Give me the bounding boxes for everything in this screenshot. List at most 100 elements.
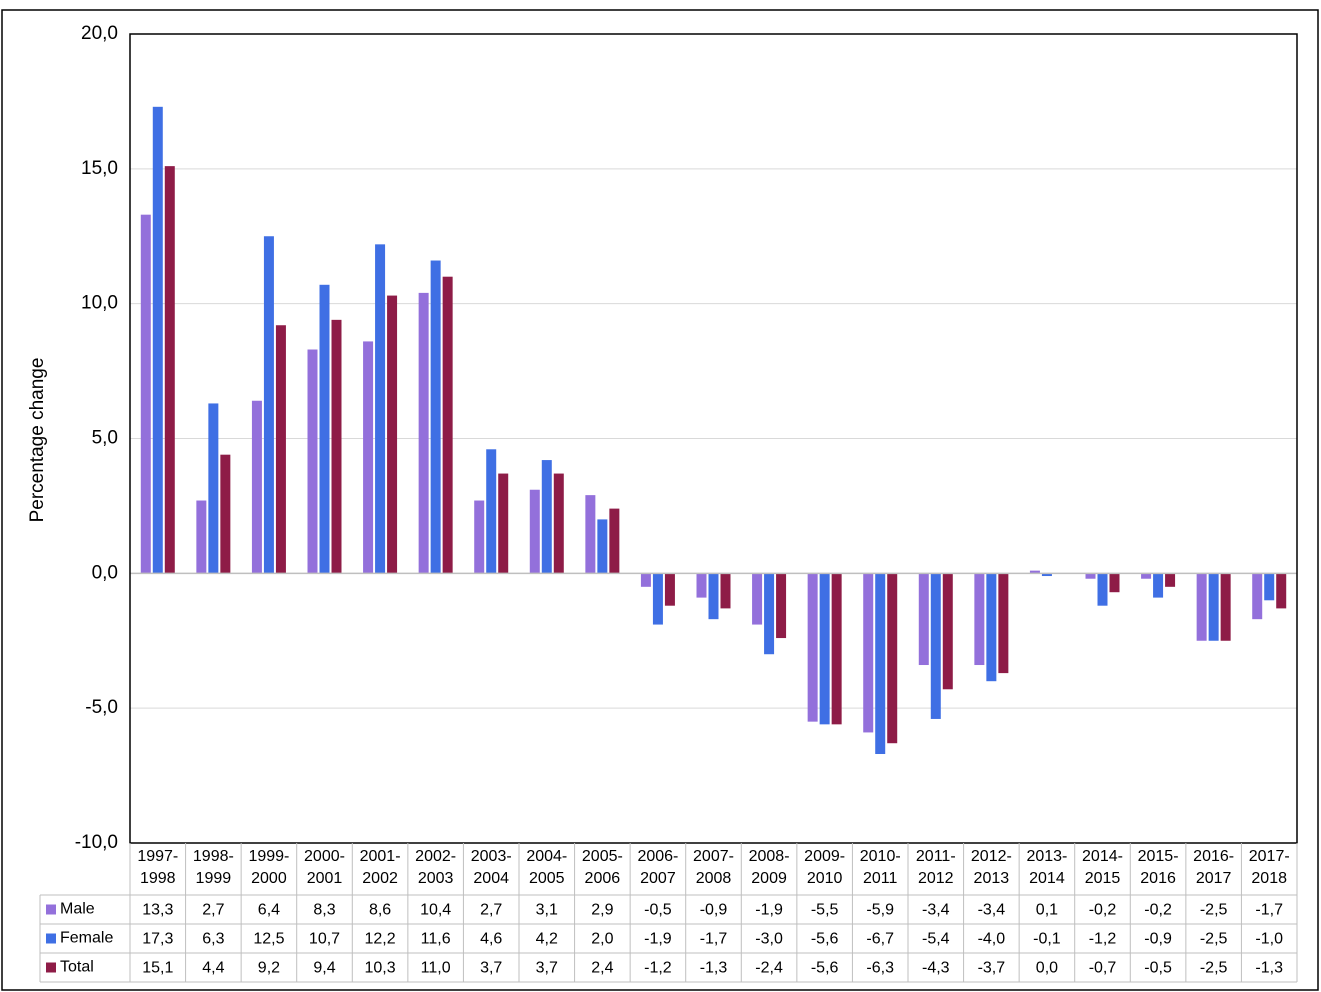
x-tick-label: 2008-2009 bbox=[749, 848, 790, 887]
table-value: 2,0 bbox=[591, 931, 613, 948]
bar bbox=[986, 573, 997, 682]
bar bbox=[474, 500, 485, 574]
x-tick-label: 1997-1998 bbox=[137, 848, 178, 887]
bar bbox=[208, 403, 219, 574]
bar bbox=[307, 349, 318, 574]
table-value: 8,3 bbox=[313, 902, 335, 919]
x-tick-label: 2014-2015 bbox=[1082, 848, 1123, 887]
bar bbox=[720, 573, 731, 609]
table-value: -5,6 bbox=[811, 960, 839, 977]
bar bbox=[974, 573, 985, 666]
bar bbox=[251, 400, 262, 574]
x-tick-label: 2006-2007 bbox=[637, 848, 678, 887]
table-value: 6,3 bbox=[202, 931, 224, 948]
bar bbox=[887, 573, 898, 744]
bar bbox=[152, 106, 163, 574]
table-value: -0,9 bbox=[700, 902, 728, 919]
bar bbox=[597, 519, 608, 574]
frame bbox=[1, 9, 1319, 991]
x-tick-label: 2000-2001 bbox=[304, 848, 345, 887]
table-value: -0,2 bbox=[1089, 902, 1117, 919]
y-axis-label: Percentage change bbox=[27, 358, 48, 523]
bar bbox=[918, 573, 929, 666]
table-value: 9,2 bbox=[258, 960, 280, 977]
bar bbox=[1208, 573, 1219, 641]
bar bbox=[652, 573, 663, 625]
bar bbox=[998, 573, 1009, 674]
x-tick-label: 2005-2006 bbox=[582, 848, 623, 887]
table-value: 8,6 bbox=[369, 902, 391, 919]
table-value: 4,2 bbox=[536, 931, 558, 948]
bar bbox=[664, 573, 675, 606]
table-value: 15,1 bbox=[142, 960, 173, 977]
bar bbox=[930, 573, 941, 719]
x-tick-label: 2011-2012 bbox=[916, 848, 956, 887]
bar bbox=[442, 276, 453, 574]
table-value: -5,4 bbox=[922, 931, 950, 948]
table-value: -3,4 bbox=[978, 902, 1006, 919]
table-value: 10,4 bbox=[420, 902, 451, 919]
bar bbox=[1165, 573, 1176, 587]
table-value: 4,4 bbox=[202, 960, 224, 977]
bar bbox=[1153, 573, 1164, 598]
table-value: -4,0 bbox=[978, 931, 1006, 948]
bar bbox=[418, 292, 429, 574]
bar bbox=[529, 489, 540, 574]
x-tick-label: 2012-2013 bbox=[971, 848, 1012, 887]
bar bbox=[319, 284, 330, 574]
bar bbox=[640, 573, 651, 587]
x-tick-label: 1999-2000 bbox=[248, 848, 289, 887]
table-value: 2,4 bbox=[591, 960, 613, 977]
x-tick-label: 2010-2011 bbox=[860, 848, 901, 887]
plot-border bbox=[129, 33, 1298, 844]
table-value: 0,1 bbox=[1036, 902, 1058, 919]
table-value: 2,7 bbox=[480, 902, 502, 919]
table-value: 13,3 bbox=[142, 902, 173, 919]
table-value: 3,7 bbox=[480, 960, 502, 977]
bar bbox=[363, 341, 374, 574]
bar bbox=[764, 573, 775, 655]
bar bbox=[1141, 573, 1152, 579]
table-value: 2,7 bbox=[202, 902, 224, 919]
table-value: -2,5 bbox=[1200, 960, 1228, 977]
table-value: -2,4 bbox=[755, 960, 783, 977]
bar bbox=[708, 573, 719, 620]
legend-swatch bbox=[46, 933, 56, 944]
bar bbox=[1097, 573, 1108, 606]
table-value: -0,1 bbox=[1033, 931, 1061, 948]
bar bbox=[875, 573, 886, 755]
legend-label: Female bbox=[60, 930, 113, 947]
table-value: 0,0 bbox=[1036, 960, 1058, 977]
table-value: 4,6 bbox=[480, 931, 502, 948]
table-value: -0,2 bbox=[1144, 902, 1172, 919]
y-tick-label: 5,0 bbox=[92, 428, 118, 449]
table-value: -5,6 bbox=[811, 931, 839, 948]
y-tick-label: 15,0 bbox=[81, 158, 118, 179]
table-value: -1,7 bbox=[1255, 902, 1283, 919]
bar bbox=[696, 573, 707, 598]
table-value: -5,5 bbox=[811, 902, 839, 919]
table-value: 3,1 bbox=[536, 902, 558, 919]
x-tick-label: 2003-2004 bbox=[471, 848, 512, 887]
table-value: -6,7 bbox=[866, 931, 894, 948]
x-tick-label: 2017-2018 bbox=[1249, 848, 1290, 887]
bar bbox=[819, 573, 830, 725]
table-value: -1,9 bbox=[755, 902, 783, 919]
bar bbox=[1276, 573, 1287, 609]
bar bbox=[498, 473, 509, 574]
bar bbox=[275, 325, 286, 574]
table-value: -0,9 bbox=[1144, 931, 1172, 948]
bar bbox=[609, 508, 620, 574]
bar bbox=[863, 573, 874, 733]
x-tick-label: 1998-1999 bbox=[193, 848, 234, 887]
bar bbox=[164, 166, 175, 574]
table-value: 17,3 bbox=[142, 931, 173, 948]
x-tick-label: 2002-2003 bbox=[415, 848, 456, 887]
y-tick-label: -10,0 bbox=[75, 832, 118, 853]
table-value: -1,2 bbox=[644, 960, 672, 977]
bar bbox=[387, 295, 398, 574]
y-tick-label: 10,0 bbox=[81, 293, 118, 314]
legend-label: Total bbox=[60, 959, 94, 976]
bar bbox=[752, 573, 763, 625]
table-value: 10,7 bbox=[309, 931, 340, 948]
